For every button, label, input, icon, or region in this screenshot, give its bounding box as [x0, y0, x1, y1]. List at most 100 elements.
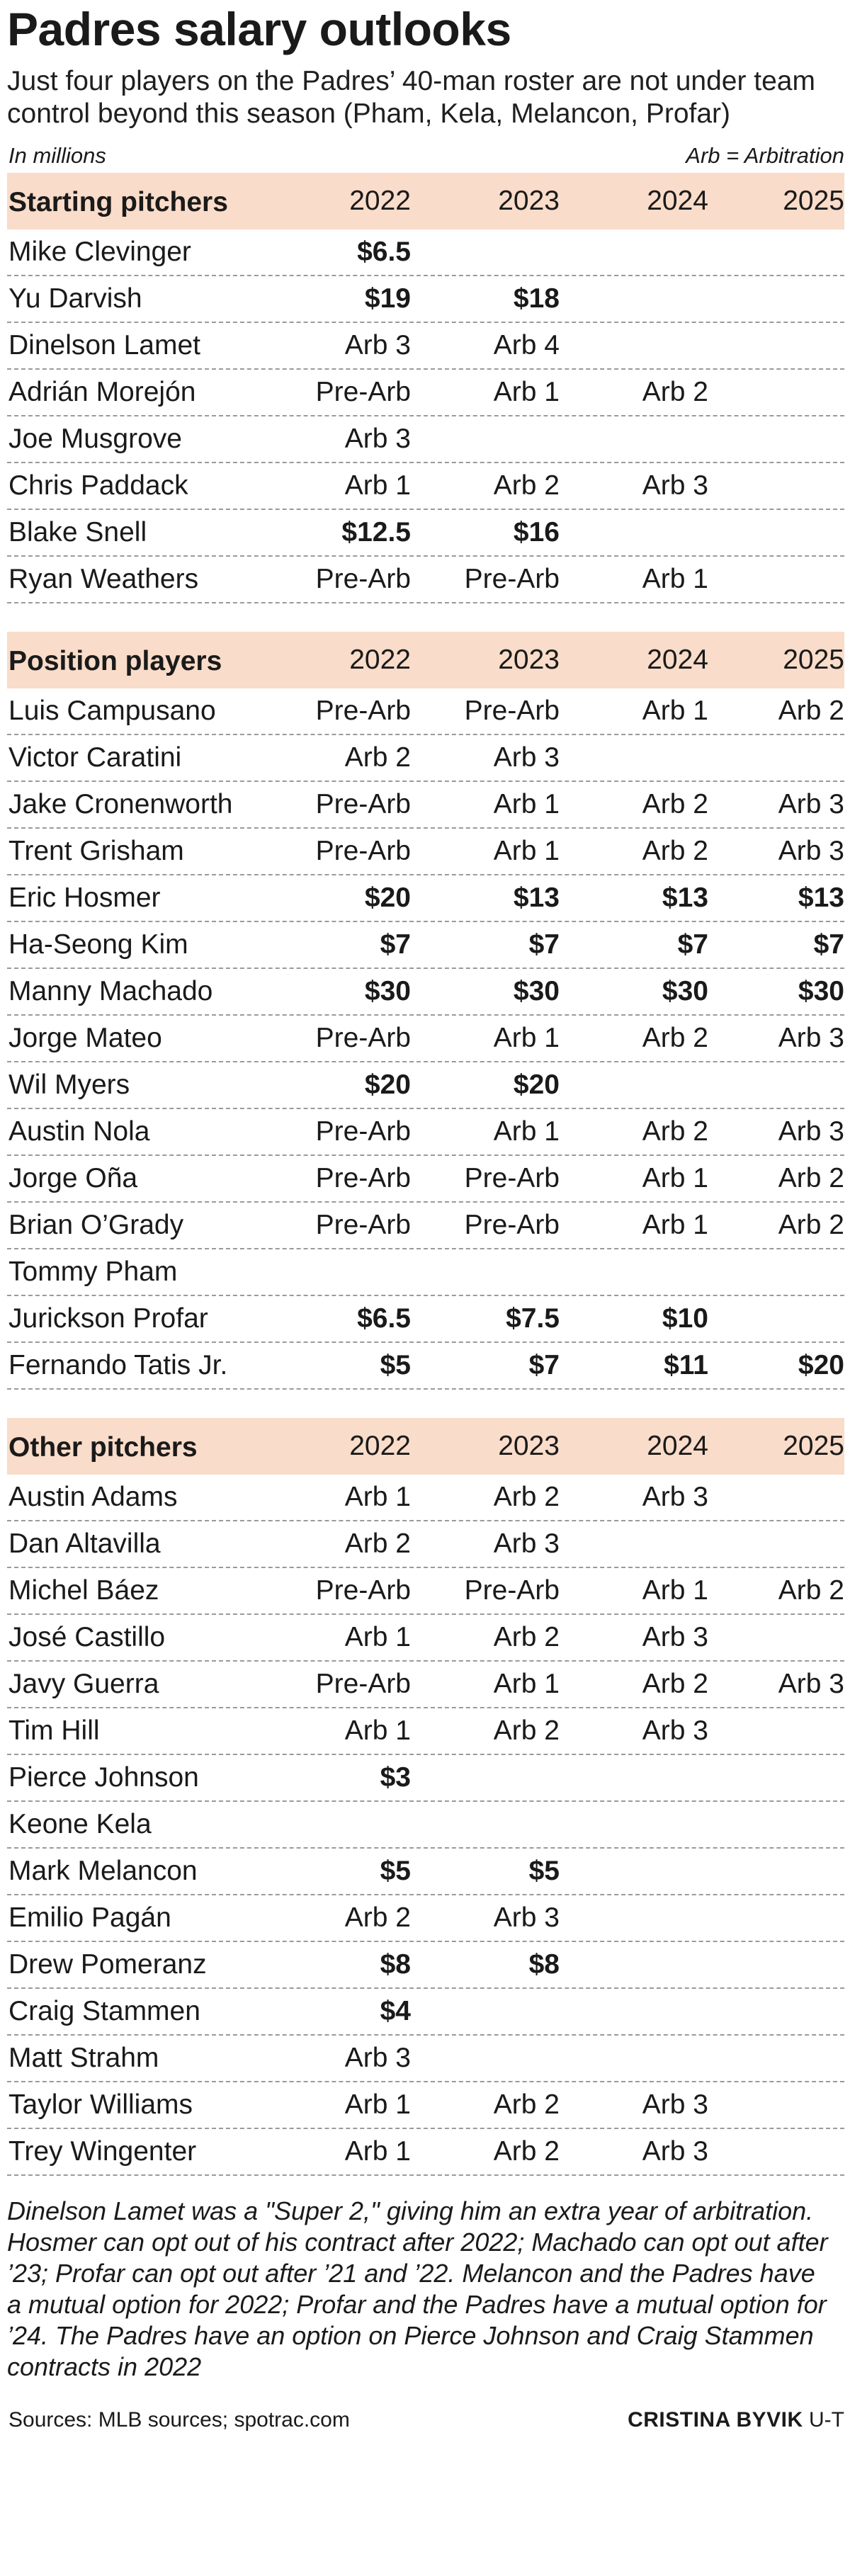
table-row: Javy Guerra Pre-Arb Arb 1 Arb 2 Arb 3	[7, 1662, 844, 1708]
salary-cell: $20	[513, 1069, 560, 1100]
player-name: Drew Pomeranz	[8, 1949, 207, 1980]
status-cell: Arb 2	[493, 2136, 560, 2167]
table-row: Wil Myers $20 $20	[7, 1062, 844, 1109]
salary-cell: $13	[513, 883, 560, 913]
player-name: Ryan Weathers	[8, 564, 199, 594]
status-cell: Pre-Arb	[315, 377, 411, 407]
status-cell: Arb 3	[493, 1902, 560, 1933]
salary-cell: $20	[798, 1350, 844, 1380]
player-name: Joe Musgrove	[8, 424, 182, 454]
status-cell: Arb 3	[493, 1528, 560, 1559]
year-header: 2022	[349, 645, 411, 675]
player-name: Pierce Johnson	[8, 1762, 199, 1793]
salary-cell: $13	[798, 883, 844, 913]
player-name: Luis Campusano	[8, 696, 216, 726]
status-cell: Arb 2	[642, 1116, 708, 1147]
status-cell: Arb 2	[642, 836, 708, 866]
status-cell: Arb 1	[344, 1622, 411, 1652]
player-name: Trent Grisham	[8, 836, 184, 866]
salary-cell: $7.5	[506, 1303, 560, 1334]
year-header: 2023	[498, 1431, 560, 1461]
player-name: Dan Altavilla	[8, 1528, 161, 1559]
year-header: 2024	[647, 645, 708, 675]
units-label: In millions	[8, 143, 106, 168]
year-header: 2024	[647, 1431, 708, 1461]
status-cell: Arb 1	[642, 1575, 708, 1606]
status-cell: Arb 3	[778, 836, 844, 866]
player-name: Austin Nola	[8, 1116, 150, 1147]
table-row: Ha-Seong Kim $7 $7 $7 $7	[7, 922, 844, 969]
status-cell: Arb 2	[778, 1210, 844, 1240]
player-name: Keone Kela	[8, 1809, 152, 1839]
salary-cell: $7	[380, 929, 411, 960]
status-cell: Pre-Arb	[315, 1116, 411, 1147]
status-cell: Pre-Arb	[315, 1023, 411, 1053]
salary-cell: $8	[380, 1949, 411, 1980]
status-cell: Arb 2	[778, 1163, 844, 1193]
credit-org: U-T	[809, 2408, 844, 2432]
player-name: Craig Stammen	[8, 1996, 200, 2026]
player-name: Jurickson Profar	[8, 1303, 208, 1334]
player-name: Jorge Mateo	[8, 1023, 162, 1053]
status-cell: Pre-Arb	[464, 1163, 560, 1193]
status-cell: Arb 2	[493, 470, 560, 501]
table-row: Blake Snell $12.5 $16	[7, 510, 844, 557]
player-name: Yu Darvish	[8, 283, 142, 314]
subtitle: Just four players on the Padres’ 40-man …	[7, 66, 815, 129]
status-cell: Arb 1	[344, 470, 411, 501]
table-row: Tim Hill Arb 1 Arb 2 Arb 3	[7, 1708, 844, 1755]
page-title: Padres salary outlooks	[7, 3, 511, 55]
player-name: Brian O’Grady	[8, 1210, 184, 1240]
status-cell: Arb 1	[344, 2136, 411, 2167]
status-cell: Pre-Arb	[464, 696, 560, 726]
status-cell: Arb 1	[493, 836, 560, 866]
section-title: Other pitchers	[8, 1432, 198, 1463]
status-cell: Arb 2	[493, 1482, 560, 1512]
player-name: José Castillo	[8, 1622, 166, 1652]
status-cell: Arb 1	[642, 696, 708, 726]
status-cell: Arb 1	[493, 377, 560, 407]
table-row: Emilio Pagán Arb 2 Arb 3	[7, 1895, 844, 1942]
status-cell: Arb 2	[778, 1575, 844, 1606]
player-name: Wil Myers	[8, 1069, 130, 1100]
salary-table: Starting pitchers 2022 2023 2024 2025 Mike Cl…	[7, 173, 844, 2176]
player-name: Dinelson Lamet	[8, 330, 200, 361]
status-cell: Arb 3	[493, 742, 560, 773]
player-name: Trey Wingenter	[8, 2136, 197, 2167]
player-name: Emilio Pagán	[8, 1902, 171, 1933]
salary-cell: $13	[662, 883, 708, 913]
section-header: Starting pitchers 2022 2023 2024 2025	[7, 173, 844, 229]
table-row: Michel Báez Pre-Arb Pre-Arb Arb 1 Arb 2	[7, 1568, 844, 1615]
status-cell: Arb 3	[778, 1023, 844, 1053]
table-row: Tommy Pham	[7, 1249, 844, 1296]
salary-cell: $30	[513, 976, 560, 1006]
player-name: Jorge Oña	[8, 1163, 138, 1193]
table-row: Jurickson Profar $6.5 $7.5 $10	[7, 1296, 844, 1343]
table-row: Luis Campusano Pre-Arb Pre-Arb Arb 1 Arb 2	[7, 688, 844, 735]
status-cell: Pre-Arb	[315, 1163, 411, 1193]
salary-cell: $30	[364, 976, 411, 1006]
status-cell: Pre-Arb	[315, 1669, 411, 1699]
player-name: Ha-Seong Kim	[8, 929, 188, 960]
salary-cell: $7	[677, 929, 708, 960]
player-name: Javy Guerra	[8, 1669, 159, 1699]
status-cell: Arb 2	[642, 377, 708, 407]
table-row: Victor Caratini Arb 2 Arb 3	[7, 735, 844, 782]
status-cell: Arb 1	[642, 1163, 708, 1193]
status-cell: Arb 2	[344, 742, 411, 773]
footnotes: Dinelson Lamet was a "Super 2," giving h…	[7, 2196, 828, 2381]
table-row: Chris Paddack Arb 1 Arb 2 Arb 3	[7, 463, 844, 510]
credit: CRISTINA BYVIK U-T	[628, 2408, 844, 2432]
player-name: Manny Machado	[8, 976, 213, 1006]
status-cell: Arb 3	[778, 1669, 844, 1699]
status-cell: Arb 2	[493, 2089, 560, 2120]
salary-cell: $8	[528, 1949, 560, 1980]
status-cell: Arb 1	[493, 1116, 560, 1147]
salary-cell: $5	[380, 1350, 411, 1380]
table-row: Jake Cronenworth Pre-Arb Arb 1 Arb 2 Arb 3	[7, 782, 844, 829]
year-header: 2025	[783, 1431, 844, 1461]
table-row: Dinelson Lamet Arb 3 Arb 4	[7, 323, 844, 370]
status-cell: Arb 1	[493, 789, 560, 819]
year-header: 2022	[349, 1431, 411, 1461]
salary-cell: $30	[662, 976, 708, 1006]
